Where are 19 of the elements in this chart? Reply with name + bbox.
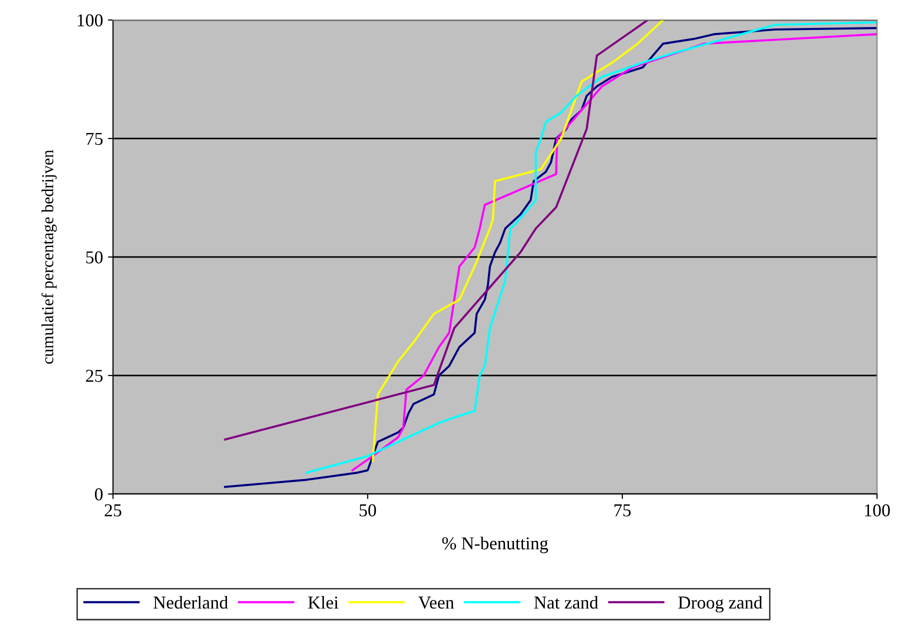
y-tick-label: 0 bbox=[94, 488, 103, 500]
line-series bbox=[372, 20, 664, 462]
y-tick-label: 25 bbox=[86, 370, 103, 382]
y-tick-label: 100 bbox=[78, 14, 103, 26]
legend-label: Droog zand bbox=[678, 596, 762, 612]
y-tick-label: 75 bbox=[86, 132, 103, 145]
legend-label: Veen bbox=[418, 596, 454, 609]
legend-label: Nat zand bbox=[534, 596, 598, 609]
line-series bbox=[224, 27, 877, 488]
legend-label: Nederland bbox=[154, 596, 228, 609]
y-axis-title: cumulatief percentage bedrijven bbox=[41, 150, 57, 364]
y-tick-label: 50 bbox=[86, 251, 103, 264]
x-tick-label: 25 bbox=[104, 504, 122, 516]
line-series bbox=[224, 20, 649, 441]
x-tick-label: 75 bbox=[614, 504, 631, 516]
x-tick-label: 50 bbox=[360, 504, 376, 516]
x-tick-label: 100 bbox=[865, 504, 890, 516]
legend-label: Klei bbox=[308, 596, 338, 609]
x-axis-title: % N-benutting bbox=[442, 536, 548, 554]
